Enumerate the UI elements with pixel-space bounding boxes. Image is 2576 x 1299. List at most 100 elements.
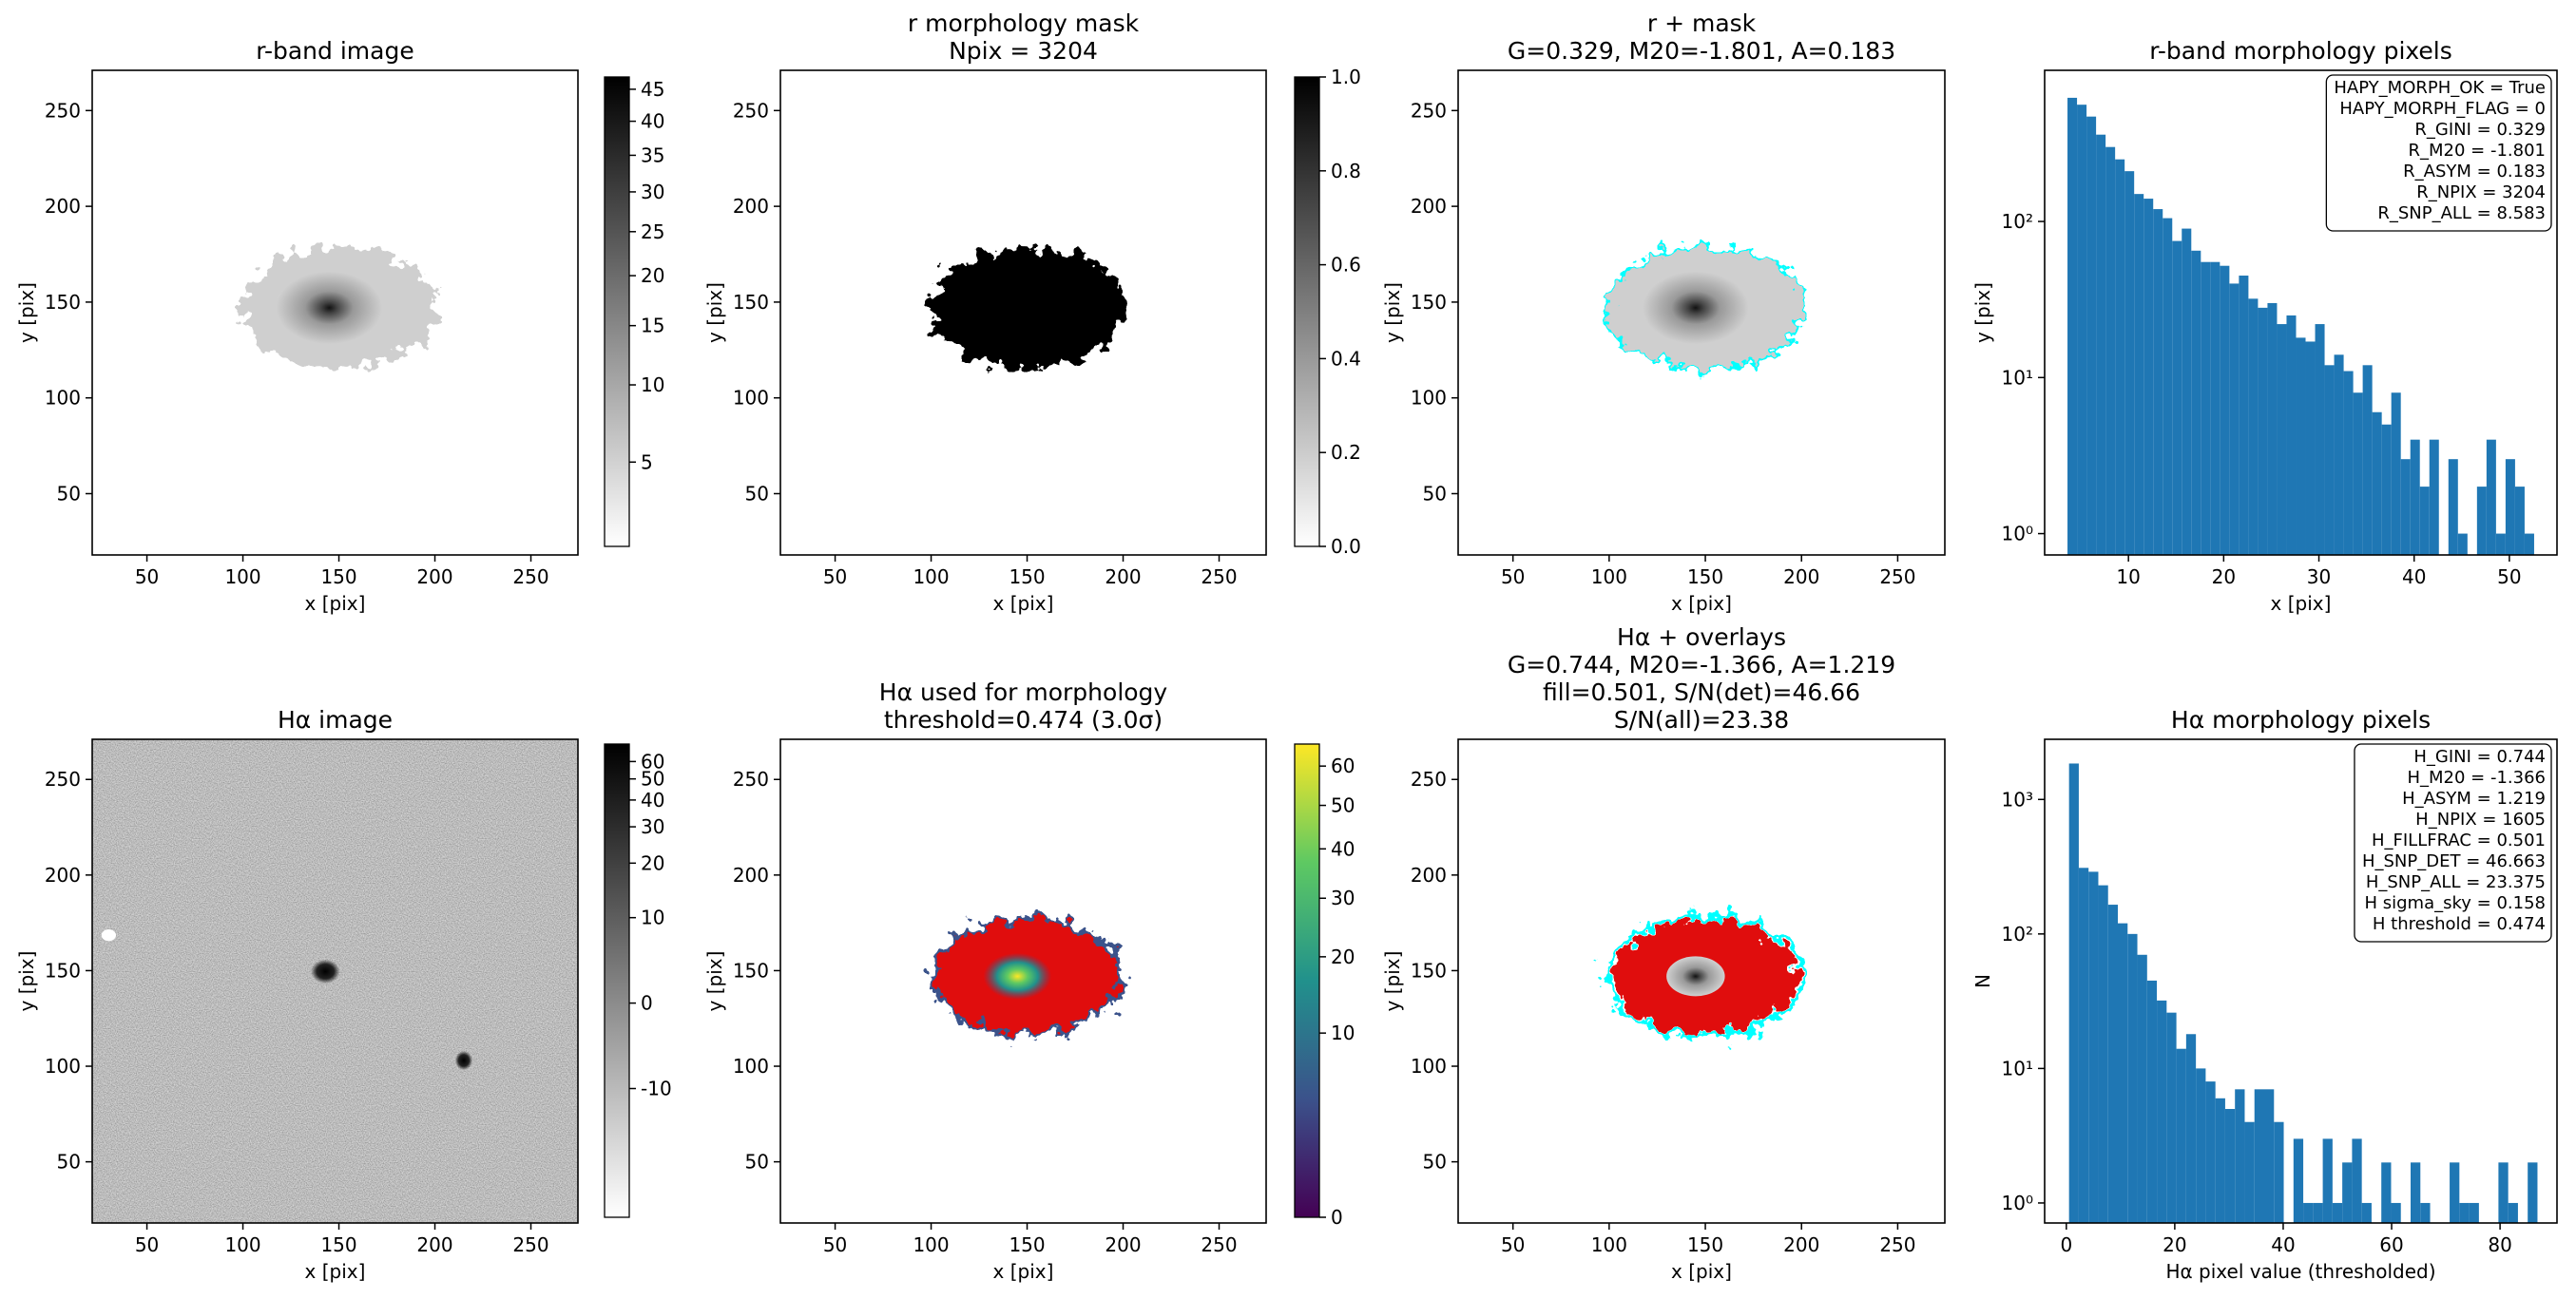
y-tick-label: 50 [57,1151,81,1174]
histogram-bar [2086,116,2097,555]
y-axis-label: y [pix] [1971,282,1994,343]
histogram-bar [2476,487,2487,555]
x-tick-label: 50 [823,565,847,588]
x-axis-label: x [pix] [1671,592,1732,615]
y-axis-label: y [pix] [15,282,38,343]
stats-line: R_NPIX = 3204 [2416,182,2546,202]
histogram-bar [2420,1202,2431,1223]
histogram-bar [2450,1162,2460,1223]
y-tick-label: 150 [733,291,769,314]
colorbar-tick-label: 0.8 [1331,160,1361,182]
y-tick-label: 50 [1423,482,1447,505]
stats-line: R_SNP_ALL = 8.583 [2377,203,2546,223]
source-spot [310,959,340,984]
y-tick-label: 50 [745,482,769,505]
x-tick-label: 60 [2379,1233,2403,1256]
histogram-bar [2215,1098,2225,1223]
histogram-bar [2068,763,2079,1223]
x-axis-label: x [pix] [993,1260,1054,1283]
y-tick-label: 200 [45,864,81,887]
histogram-bar [2334,354,2344,555]
x-tick-label: 150 [1009,565,1045,588]
y-tick-label: 250 [1411,768,1447,791]
histogram-bar [2182,228,2192,555]
stats-line: H_NPIX = 1605 [2415,810,2546,830]
x-tick-label: 20 [2212,565,2236,588]
axes-frame [779,69,1267,556]
histogram-bar [2096,134,2106,555]
histogram-bar [2342,1162,2353,1223]
colorbar [604,743,630,1218]
x-axis-label: x [pix] [305,1260,366,1283]
histogram-bar [2210,261,2220,555]
stats-line: HAPY_MORPH_FLAG = 0 [2339,99,2546,119]
colorbar-tick-label: 60 [1331,755,1355,777]
plot-area [780,739,1266,1223]
y-tick-label: 250 [1411,99,1447,122]
histogram-bar [2429,439,2439,555]
y-tick-label: 150 [1411,291,1447,314]
stats-line: HAPY_MORPH_OK = True [2334,78,2546,98]
x-tick-label: 150 [1687,565,1723,588]
colorbar-tick-label: 50 [1331,794,1355,817]
histogram-bar [2176,1048,2186,1223]
y-tick-label: 50 [57,482,81,505]
colorbar-tick-label: 40 [641,110,664,133]
plot-area [2068,763,2538,1223]
source-core [276,271,383,345]
y-tick-label: 200 [45,195,81,218]
histogram-bar [2296,337,2306,555]
histogram-bar [2172,240,2182,555]
histogram-bar [2205,1081,2216,1223]
y-tick-label: 250 [45,99,81,122]
histogram-bar [2185,1034,2197,1223]
y-tick-label: 250 [45,768,81,791]
histogram-bar [2248,298,2259,555]
colorbar-tick-label: 20 [1331,946,1355,968]
x-tick-label: 40 [2271,1233,2295,1256]
panel-title: Npix = 3204 [949,37,1098,65]
histogram-bar [2381,1162,2392,1223]
y-tick-label: 150 [733,959,769,982]
x-tick-label: 50 [135,565,159,588]
histogram-bar [2361,1202,2372,1223]
y-tick-label: 100 [45,1055,81,1078]
colorbar-tick-label: 30 [1331,887,1355,909]
y-tick-label: 150 [1411,959,1447,982]
y-tick-label: 200 [1411,195,1447,218]
stats-box [2354,743,2552,943]
histogram-bar [2469,1202,2479,1223]
x-tick-label: 30 [2307,565,2331,588]
colorbar-tick-label: -10 [641,1078,672,1100]
histogram-bar [2254,1089,2264,1223]
colorbar-tick-label: 10 [1331,1022,1355,1044]
histogram-bar [2277,324,2287,555]
x-tick-label: 200 [1783,565,1819,588]
colorbar-tick-label: 15 [641,315,664,337]
colorbar-tick-label: 35 [641,143,664,166]
histogram-bar [2105,146,2116,555]
colorbar-tick-label: 20 [641,264,664,287]
x-tick-label: 150 [320,1233,356,1256]
x-tick-label: 50 [2497,565,2521,588]
histogram-bar [2315,324,2325,555]
x-tick-label: 40 [2402,565,2426,588]
panel-title: Hα image [278,706,393,734]
histogram-bar [2495,533,2506,555]
x-tick-label: 150 [1687,1233,1723,1256]
y-tick-label: 100 [45,387,81,410]
x-tick-label: 200 [1783,1233,1819,1256]
x-axis-label: Hα pixel value (thresholded) [2165,1260,2435,1283]
histogram-bar [2077,105,2087,555]
colorbar-tick-label: 5 [641,450,653,473]
panel-title: G=0.329, M20=-1.801, A=0.183 [1508,37,1895,65]
source-core [1642,271,1750,345]
source-region [930,247,1125,369]
x-tick-label: 100 [224,1233,260,1256]
panel-title: S/N(all)=23.38 [1614,706,1789,734]
x-axis-label: x [pix] [2271,592,2332,615]
